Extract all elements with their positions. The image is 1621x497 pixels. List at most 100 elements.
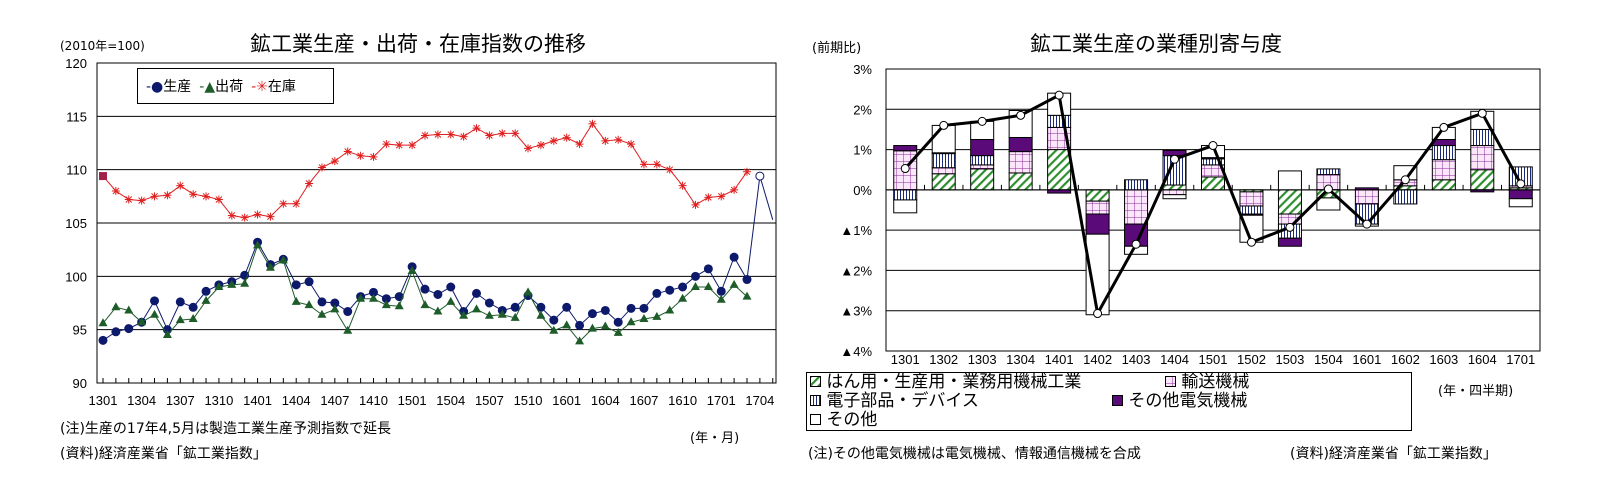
left-chart: 90 95 100 105 110 115 120 1301 1304 1307 1310 1401 1… <box>65 56 777 408</box>
data-point <box>278 255 288 264</box>
data-point <box>588 119 597 128</box>
data-point <box>716 286 726 296</box>
data-point <box>266 212 275 221</box>
white-swatch-icon <box>810 414 821 425</box>
total-point <box>1093 309 1103 319</box>
x-tick-label: 1304 <box>1006 352 1035 367</box>
data-point <box>755 171 765 181</box>
y-tick-label: 1% <box>853 143 872 158</box>
data-point <box>111 327 121 337</box>
data-point <box>162 330 172 338</box>
legend-item-production: -●生産 <box>146 79 192 95</box>
data-point <box>408 141 417 150</box>
data-point <box>420 284 430 294</box>
data-point <box>549 315 559 325</box>
bar-segment-4 <box>1162 194 1187 200</box>
bar-segment-1 <box>970 164 995 170</box>
hatch-swatch-icon <box>810 376 821 387</box>
plot-area <box>885 68 1541 352</box>
data-point <box>678 293 688 302</box>
x-tick-label: 1701 <box>707 393 736 408</box>
data-point <box>317 297 327 307</box>
data-point <box>614 135 623 144</box>
data-point <box>536 310 546 319</box>
data-point <box>575 336 585 345</box>
x-tick-label: 1303 <box>968 352 997 367</box>
legend-item-other: その他 <box>810 411 877 430</box>
bar-segment-4 <box>1316 197 1341 211</box>
bar-segment-2 <box>1393 189 1418 205</box>
bar-segment-1 <box>1431 159 1456 181</box>
bar-segment-3 <box>1277 237 1302 247</box>
plot-area <box>96 62 777 384</box>
bar-segment-0 <box>1431 179 1456 191</box>
bar-segment-0 <box>1085 189 1110 202</box>
total-point <box>1400 175 1410 185</box>
data-point <box>665 285 675 295</box>
data-point <box>562 133 571 142</box>
data-point <box>150 309 160 318</box>
triangle-marker-icon: -▲ <box>199 79 216 95</box>
total-point <box>1131 239 1141 249</box>
data-point <box>446 296 456 305</box>
bar-segment-0 <box>1277 189 1302 215</box>
data-point <box>446 282 456 292</box>
data-point <box>214 282 224 290</box>
x-tick-label: 1301 <box>89 393 118 408</box>
data-point <box>98 318 108 327</box>
circle-marker-icon: -● <box>146 79 164 95</box>
bar-segment-0 <box>931 173 956 191</box>
data-point <box>446 130 455 139</box>
data-point <box>395 141 404 150</box>
x-tick-label: 1604 <box>1468 352 1497 367</box>
data-point <box>214 195 223 204</box>
bar-segment-1 <box>931 167 956 175</box>
x-tick-label: 1607 <box>629 393 658 408</box>
data-point <box>498 129 507 138</box>
x-tick-label: 1501 <box>1199 352 1228 367</box>
data-point <box>292 199 301 208</box>
data-point <box>279 199 288 208</box>
data-point <box>626 317 636 326</box>
data-point <box>240 213 249 222</box>
data-point <box>150 296 160 306</box>
x-tick-label: 1704 <box>745 393 774 408</box>
data-point <box>524 144 533 153</box>
right-legend: はん用・生産用・業務用機械工業 輸送機械 電子部品・デバイス その他電気機械 そ… <box>806 372 1412 431</box>
x-tick-label: 1402 <box>1083 352 1112 367</box>
data-point <box>420 300 430 309</box>
bar-segment-3 <box>970 139 995 157</box>
left-y-unit: (2010年=100) <box>60 39 145 53</box>
right-note: (注)その他電気機械は電気機械、情報通信機械を合成 <box>808 446 1141 462</box>
data-point <box>368 293 378 302</box>
x-tick-label: 1403 <box>1122 352 1151 367</box>
bar-segment-1 <box>1239 191 1264 207</box>
x-tick-label: 1510 <box>514 393 543 408</box>
data-point <box>742 275 752 285</box>
data-point <box>356 293 366 302</box>
data-point <box>421 131 429 140</box>
data-point <box>459 132 468 141</box>
data-point <box>639 303 649 313</box>
total-point <box>1323 184 1333 194</box>
bar-segment-4 <box>1277 170 1302 191</box>
x-tick-label: 1404 <box>1160 352 1189 367</box>
data-point <box>317 163 326 172</box>
data-point <box>175 297 185 307</box>
data-point <box>227 211 236 220</box>
data-point <box>343 307 353 317</box>
data-point <box>743 167 751 176</box>
bar-segment-3 <box>1008 136 1033 153</box>
data-point <box>690 271 700 281</box>
data-point <box>369 152 378 161</box>
data-point <box>510 302 520 312</box>
left-chart-title: 鉱工業生産・出荷・在庫指数の推移 <box>250 32 586 56</box>
bar-segment-2 <box>1124 179 1149 191</box>
x-tick-label: 1610 <box>668 393 697 408</box>
data-point <box>291 296 301 305</box>
data-point <box>176 181 185 190</box>
data-point <box>523 287 533 296</box>
data-point <box>627 140 636 149</box>
